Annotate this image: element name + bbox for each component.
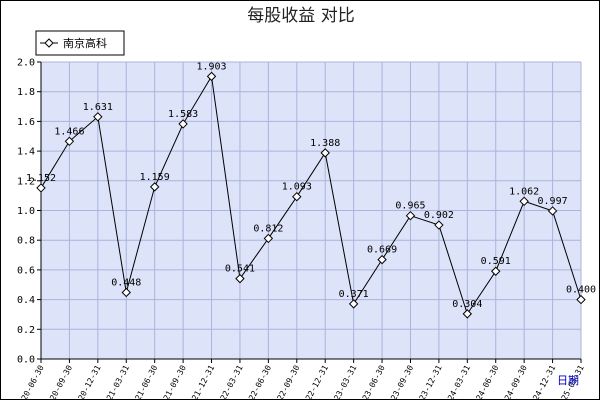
data-point-marker xyxy=(149,182,160,192)
data-point-marker xyxy=(206,71,217,82)
data-point-marker xyxy=(36,183,46,193)
x-tick-label: 2024-09-30 xyxy=(498,364,529,399)
data-point-marker xyxy=(292,191,302,202)
data-point-marker xyxy=(320,148,330,158)
x-tick-label: 2024-06-30 xyxy=(470,364,501,399)
data-label: 0.669 xyxy=(367,245,397,256)
x-tick-label: 2023-06-30 xyxy=(356,364,387,399)
x-tick-label: 2022-12-31 xyxy=(299,364,330,399)
legend-label: 南京高科 xyxy=(63,36,107,50)
legend-marker-icon xyxy=(44,38,54,48)
x-tick-label: 2022-09-30 xyxy=(271,364,302,399)
x-tick-label: 2022-03-31 xyxy=(214,364,245,399)
data-point-marker xyxy=(121,287,131,298)
data-point-marker xyxy=(434,220,444,230)
y-tick-label: 1.6 xyxy=(17,117,35,128)
data-label: 1.466 xyxy=(54,126,84,137)
data-label: 1.583 xyxy=(168,109,198,120)
data-label: 1.093 xyxy=(282,182,312,193)
x-tick-label: 2020-09-30 xyxy=(44,364,75,399)
data-point-marker xyxy=(235,273,245,284)
data-point-marker xyxy=(93,112,103,122)
y-tick-label: 0.4 xyxy=(17,295,35,306)
grid-lines xyxy=(41,61,582,359)
data-label: 1.152 xyxy=(26,173,56,184)
data-point-marker xyxy=(576,294,586,305)
series-line xyxy=(40,74,582,315)
x-tick-label: 2022-06-30 xyxy=(243,364,274,399)
y-tick-label: 2.0 xyxy=(17,58,35,69)
data-label: 0.591 xyxy=(481,256,511,267)
x-axis-title: 日期 xyxy=(557,374,579,387)
x-tick-label: 2021-12-31 xyxy=(186,364,217,399)
x-tick-label: 2020-06-30 xyxy=(15,364,46,399)
data-point-marker xyxy=(64,136,75,147)
data-point-marker xyxy=(348,299,359,309)
x-tick-label: 2021-03-31 xyxy=(100,364,131,399)
x-tick-label: 2023-03-31 xyxy=(328,364,359,399)
data-label: 0.902 xyxy=(424,210,454,221)
series-markers xyxy=(36,71,586,319)
y-tick-label: 0.6 xyxy=(17,265,35,276)
y-tick-label: 0.2 xyxy=(17,325,35,336)
data-point-marker xyxy=(462,309,473,319)
y-tick-label: 0.8 xyxy=(17,236,35,247)
data-point-marker xyxy=(405,210,416,221)
y-tick-label: 1.2 xyxy=(17,176,35,187)
data-label: 0.371 xyxy=(339,289,369,300)
x-tick-label: 2024-03-31 xyxy=(442,364,473,399)
data-point-marker xyxy=(547,206,558,216)
data-label: 1.631 xyxy=(83,102,113,113)
y-tick-label: 1.4 xyxy=(17,147,35,158)
data-label: 1.062 xyxy=(509,186,539,197)
x-tick-label: 2024-12-31 xyxy=(527,364,558,399)
data-point-marker xyxy=(377,254,387,265)
x-tick-label: 2023-12-31 xyxy=(413,364,444,399)
x-tick-label: 2021-09-30 xyxy=(157,364,188,399)
data-label: 1.159 xyxy=(140,172,170,183)
y-axis-ticks: 0.0 0.2 0.4 0.6 0.8 1.0 1.2 1.4 1.6 1.8 2.0 xyxy=(17,58,41,366)
data-point-marker xyxy=(178,119,188,129)
data-label: 1.903 xyxy=(196,61,226,72)
y-tick-label: 0.0 xyxy=(17,355,35,366)
y-tick-label: 1.0 xyxy=(17,206,35,217)
data-label: 0.400 xyxy=(566,285,596,296)
data-label: 0.965 xyxy=(395,201,425,212)
legend: 南京高科 xyxy=(35,30,125,56)
series-line-group xyxy=(40,74,582,315)
x-tick-label: 2020-12-31 xyxy=(72,364,103,399)
data-label: 0.541 xyxy=(225,264,255,275)
y-tick-label: 1.8 xyxy=(17,87,35,98)
x-axis-ticks: 2020-06-302020-09-302020-12-312021-03-31… xyxy=(15,359,586,399)
data-label: 0.448 xyxy=(111,277,141,288)
data-point-marker xyxy=(491,266,501,276)
data-labels: 1.152 1.466 1.631 0.448 1.159 1.583 1.903 0.541… xyxy=(26,61,596,309)
data-label: 0.997 xyxy=(538,196,568,207)
chart-title: 每股收益 对比 xyxy=(247,6,354,26)
data-point-marker xyxy=(263,233,274,244)
x-tick-label: 2021-06-30 xyxy=(129,364,160,399)
data-label: 0.812 xyxy=(253,223,283,234)
data-label: 0.304 xyxy=(452,299,482,310)
x-tick-label: 2023-09-30 xyxy=(385,364,416,399)
data-label: 1.388 xyxy=(310,138,340,149)
data-point-marker xyxy=(519,196,529,207)
